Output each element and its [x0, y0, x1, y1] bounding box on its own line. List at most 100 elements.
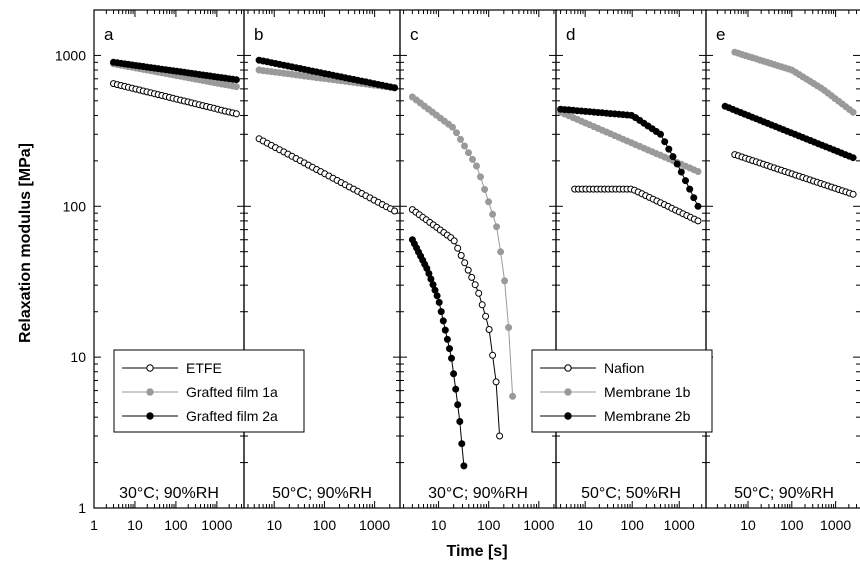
data-point: [433, 292, 441, 300]
panel-condition-e: 50°C; 90%RH: [734, 485, 834, 502]
legend-marker: [564, 412, 572, 420]
data-point: [443, 335, 451, 343]
data-point: [460, 462, 468, 470]
data-point: [439, 317, 447, 325]
data-point: [505, 324, 513, 331]
data-point: [450, 370, 458, 378]
data-point: [489, 210, 497, 218]
data-point: [677, 168, 685, 176]
x-axis-title: Time [s]: [446, 543, 507, 560]
x-tick-label: 10: [266, 517, 282, 533]
legend-entry-label: Membrane 1b: [604, 384, 691, 400]
data-point: [478, 301, 486, 309]
data-point: [477, 173, 484, 181]
data-point: [453, 129, 460, 137]
data-point: [475, 289, 483, 297]
data-point: [682, 177, 689, 185]
x-tick-label: 1: [90, 517, 98, 533]
panel-condition-c: 30°C; 90%RH: [428, 485, 528, 502]
data-point: [485, 326, 493, 333]
data-point: [481, 185, 489, 193]
data-point: [448, 354, 455, 362]
data-point: [849, 190, 857, 198]
data-point: [441, 326, 449, 334]
panel-label-c: c: [410, 25, 419, 44]
data-point: [496, 432, 504, 440]
x-tick-label: 1000: [664, 517, 695, 533]
data-point: [446, 345, 453, 353]
x-tick-label: 1000: [820, 517, 851, 533]
legend-entry-label: Nafion: [604, 360, 644, 376]
data-point: [232, 76, 240, 84]
data-point: [391, 84, 399, 92]
x-tick-label: 100: [780, 517, 804, 533]
legend-box: [531, 349, 713, 433]
legend-marker: [564, 364, 572, 372]
data-point: [473, 162, 480, 170]
data-point: [454, 244, 462, 252]
x-tick-label: 100: [477, 517, 501, 533]
data-point: [849, 108, 857, 116]
plot-area: 1 10 100 1000 1 10 100 1000 a 30°C; 90%RH 10 100 100…: [55, 9, 860, 533]
data-point: [449, 123, 456, 131]
y-tick-label: 100: [63, 198, 87, 214]
data-point: [464, 266, 472, 274]
data-point: [429, 281, 437, 289]
data-point: [461, 259, 469, 267]
data-point: [509, 392, 517, 400]
data-point: [456, 418, 464, 425]
data-point: [686, 185, 694, 193]
legend-entry-label: Membrane 2b: [604, 408, 691, 424]
x-tick-label: 100: [313, 517, 337, 533]
data-point: [437, 308, 445, 316]
data-point: [454, 401, 462, 409]
panel-condition-d: 50°C; 50%RH: [581, 485, 681, 502]
data-point: [232, 110, 240, 118]
panel-label-a: a: [104, 25, 114, 44]
data-point: [694, 217, 702, 225]
x-tick-label: 10: [740, 517, 756, 533]
legend-entry-label: Grafted film 1a: [186, 384, 278, 400]
data-point: [457, 252, 465, 259]
legend-a: ETFE Grafted film 1a Grafted film 2a: [113, 349, 305, 433]
data-point: [485, 198, 493, 206]
legend-box: [113, 349, 305, 433]
data-point: [694, 168, 702, 175]
data-point: [435, 298, 443, 306]
panel-condition-a: 30°C; 90%RH: [119, 485, 219, 502]
legend-marker: [146, 388, 154, 396]
legend-d: Nafion Membrane 1b Membrane 2b: [531, 349, 713, 433]
data-point: [497, 248, 505, 256]
data-point: [661, 138, 669, 146]
legend-marker: [564, 388, 572, 396]
y-axis-title: Relaxation modulus [MPa]: [17, 143, 34, 343]
data-point: [469, 155, 476, 163]
legend-entry-label: ETFE: [186, 360, 222, 376]
data-point: [461, 142, 468, 150]
data-point: [849, 154, 857, 162]
data-point: [457, 135, 464, 143]
data-point: [391, 207, 399, 215]
data-point: [458, 440, 466, 448]
data-point: [694, 202, 702, 210]
panel-frame-d: [555, 9, 707, 509]
data-point: [471, 281, 479, 289]
legend-marker: [146, 412, 154, 420]
data-point: [493, 223, 501, 231]
data-point: [690, 194, 698, 202]
data-point: [669, 153, 677, 161]
legend-marker: [146, 364, 154, 372]
x-tick-label: 1000: [523, 517, 554, 533]
data-point: [489, 351, 497, 359]
data-point: [450, 237, 458, 245]
x-tick-label: 10: [577, 517, 593, 533]
data-point: [482, 312, 490, 320]
y-tick-label: 10: [70, 349, 86, 365]
data-point: [232, 83, 240, 91]
data-point: [468, 273, 476, 281]
x-tick-label: 10: [127, 517, 143, 533]
panel-label-d: d: [566, 25, 575, 44]
x-tick-label: 1000: [201, 517, 232, 533]
data-point: [501, 277, 509, 285]
